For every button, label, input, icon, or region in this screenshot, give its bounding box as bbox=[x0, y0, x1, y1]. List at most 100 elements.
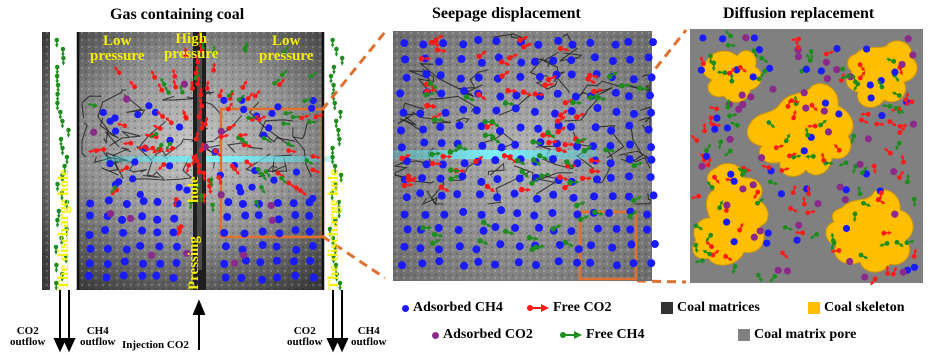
free-ch4-molecule bbox=[791, 154, 802, 160]
adsorbed-co2-molecule bbox=[757, 154, 766, 162]
discharge-hole-left-label: The discharge hole bbox=[56, 169, 72, 290]
adsorbed-ch4-molecule bbox=[817, 67, 825, 75]
free-co2-molecule bbox=[897, 170, 904, 180]
adsorbed-ch4-molecule bbox=[510, 189, 519, 198]
free-ch4-molecule bbox=[337, 136, 342, 147]
free-co2-molecule bbox=[173, 197, 179, 208]
free-ch4-molecule bbox=[336, 199, 341, 210]
free-co2-molecule bbox=[884, 147, 893, 156]
adsorbed-ch4-molecule bbox=[624, 37, 633, 46]
adsorbed-ch4-molecule bbox=[220, 96, 228, 104]
adsorbed-ch4-molecule bbox=[477, 122, 486, 131]
adsorbed-ch4-molecule bbox=[453, 190, 462, 199]
adsorbed-ch4-molecule bbox=[647, 108, 656, 117]
adsorbed-co2-molecule bbox=[126, 214, 135, 223]
co2-outflow-left-word: outflow bbox=[10, 336, 46, 348]
free-co2-molecule bbox=[313, 113, 324, 120]
coal-fracture bbox=[129, 171, 166, 181]
free-co2-molecule bbox=[204, 80, 210, 91]
adsorbed-ch4-molecule bbox=[647, 155, 656, 164]
free-ch4-molecule bbox=[550, 224, 562, 232]
adsorbed-ch4-molecule bbox=[474, 257, 483, 266]
adsorbed-ch4-molecule bbox=[434, 223, 443, 232]
ch4-outflow-left-label: CH4 outflow bbox=[80, 326, 115, 348]
free-ch4-molecule bbox=[420, 225, 433, 231]
free-co2-molecule bbox=[499, 70, 510, 79]
adsorbed-ch4-molecule bbox=[555, 240, 564, 249]
adsorbed-ch4-molecule bbox=[460, 159, 469, 168]
adsorbed-ch4-molecule bbox=[514, 258, 523, 267]
adsorbed-ch4-molecule bbox=[270, 176, 278, 184]
adsorbed-co2-molecule bbox=[698, 162, 706, 170]
free-ch4-molecule bbox=[631, 161, 643, 169]
free-co2-molecule bbox=[823, 50, 835, 57]
adsorbed-ch4-molecule bbox=[802, 65, 811, 73]
free-ch4-molecule bbox=[729, 72, 735, 84]
adsorbed-ch4-molecule bbox=[456, 74, 465, 83]
adsorbed-co2-molecule bbox=[864, 135, 872, 143]
adsorbed-co2-molecule bbox=[802, 104, 810, 112]
free-ch4-molecule bbox=[110, 185, 118, 194]
free-ch4-molecule bbox=[179, 85, 185, 95]
free-ch4-molecule bbox=[338, 109, 343, 120]
free-ch4-molecule bbox=[693, 223, 704, 230]
coal-fracture bbox=[392, 158, 412, 176]
adsorbed-co2-molecule bbox=[823, 75, 831, 83]
free-ch4-molecule bbox=[239, 137, 249, 145]
adsorbed-ch4-molecule bbox=[644, 125, 653, 134]
adsorbed-ch4-molecule bbox=[85, 211, 94, 220]
adsorbed-ch4-molecule bbox=[878, 111, 886, 120]
adsorbed-ch4-molecule bbox=[309, 273, 318, 282]
free-ch4-molecule bbox=[716, 70, 728, 76]
free-co2-molecule bbox=[256, 115, 267, 122]
adsorbed-ch4-molecule bbox=[400, 210, 409, 219]
adsorbed-ch4-molecule bbox=[99, 108, 107, 117]
adsorbed-ch4-molecule bbox=[474, 36, 483, 45]
free-ch4-molecule bbox=[59, 271, 65, 282]
adsorbed-ch4-molecule bbox=[842, 186, 850, 194]
free-ch4-molecule bbox=[879, 241, 890, 247]
adsorbed-ch4-molecule bbox=[454, 226, 463, 235]
discharge-hole-right-label: The discharge hole bbox=[326, 169, 342, 290]
free-ch4-molecule bbox=[725, 98, 731, 110]
adsorbed-ch4-molecule bbox=[629, 75, 638, 84]
adsorbed-co2-molecule bbox=[217, 127, 225, 136]
free-co2-molecule bbox=[165, 117, 174, 126]
adsorbed-ch4-molecule bbox=[567, 70, 576, 79]
adsorbed-co2-molecule bbox=[800, 89, 808, 97]
free-co2-molecule bbox=[196, 109, 203, 120]
adsorbed-ch4-molecule bbox=[416, 109, 425, 118]
adsorbed-ch4-molecule bbox=[166, 136, 174, 144]
free-co2-molecule bbox=[723, 253, 733, 261]
legend-adsorbed-co2: Adsorbed CO2 bbox=[432, 327, 533, 343]
free-co2-molecule bbox=[191, 155, 197, 166]
coal-fracture bbox=[123, 94, 146, 116]
adsorbed-ch4-molecule bbox=[399, 108, 408, 117]
adsorbed-ch4-molecule bbox=[591, 123, 600, 132]
free-ch4-molecule bbox=[330, 235, 336, 246]
free-ch4-molecule bbox=[577, 215, 590, 223]
free-ch4-molecule bbox=[259, 185, 266, 195]
adsorbed-ch4-molecule bbox=[478, 141, 487, 150]
free-ch4-molecule bbox=[894, 239, 904, 247]
free-ch4-molecule bbox=[338, 172, 344, 183]
legend-coal-matrix-pore: Coal matrix pore bbox=[738, 327, 856, 343]
adsorbed-ch4-molecule bbox=[624, 192, 633, 201]
adsorbed-ch4-molecule bbox=[699, 34, 707, 42]
adsorbed-ch4-molecule bbox=[649, 191, 658, 200]
free-ch4-molecule bbox=[694, 258, 705, 264]
coal-fracture bbox=[101, 89, 127, 104]
free-ch4-molecule bbox=[519, 168, 529, 178]
adsorbed-ch4-molecule bbox=[291, 226, 300, 235]
seepage-displacement-panel bbox=[392, 31, 659, 281]
adsorbed-ch4-molecule bbox=[611, 40, 620, 49]
coal-fracture bbox=[577, 80, 620, 99]
free-co2-molecule bbox=[780, 250, 789, 259]
adsorbed-ch4-molecule bbox=[152, 271, 161, 280]
free-ch4-molecule bbox=[502, 228, 515, 236]
adsorbed-ch4-molecule bbox=[493, 175, 502, 184]
adsorbed-co2-molecule bbox=[856, 160, 864, 168]
free-ch4-molecule bbox=[755, 198, 765, 206]
adsorbed-ch4-molecule bbox=[437, 191, 446, 200]
free-co2-molecule bbox=[276, 78, 286, 88]
